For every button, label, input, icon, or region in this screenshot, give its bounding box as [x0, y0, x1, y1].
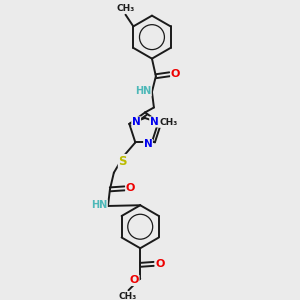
Text: N: N: [132, 117, 140, 127]
Text: CH₃: CH₃: [116, 4, 135, 13]
Text: CH₃: CH₃: [159, 118, 178, 127]
Text: CH₃: CH₃: [118, 292, 136, 300]
Text: S: S: [118, 154, 127, 167]
Text: O: O: [171, 69, 180, 79]
Text: O: O: [130, 275, 139, 286]
Text: O: O: [126, 183, 135, 194]
Text: N: N: [150, 117, 158, 127]
Text: HN: HN: [135, 86, 151, 96]
Text: HN: HN: [91, 200, 107, 210]
Text: N: N: [144, 140, 152, 149]
Text: O: O: [155, 259, 164, 269]
